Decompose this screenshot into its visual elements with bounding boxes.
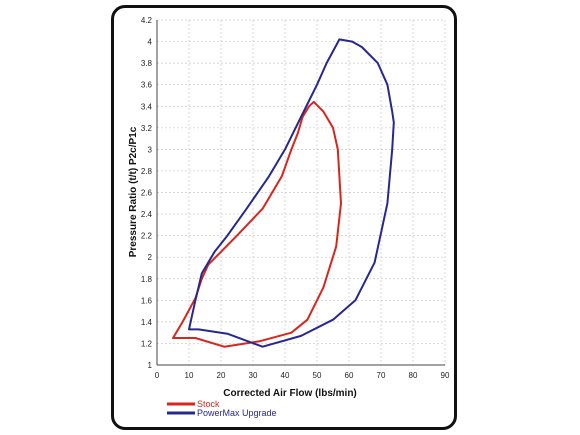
- grid: [156, 19, 446, 366]
- x-tick-label: 70: [377, 371, 386, 380]
- x-tick-label: 20: [217, 371, 226, 380]
- y-tick-label: 2: [148, 253, 153, 262]
- legend-label: PowerMax Upgrade: [197, 408, 277, 418]
- y-tick-label: 3: [148, 145, 153, 154]
- y-tick-label: 2.6: [141, 189, 153, 198]
- x-tick-label: 10: [185, 371, 194, 380]
- x-tick-label: 50: [313, 371, 322, 380]
- x-tick-label: 30: [249, 371, 258, 380]
- series-line-powermax-upgrade: [188, 38, 395, 348]
- y-tick-label: 3.6: [141, 81, 153, 90]
- y-tick-label: 3.2: [141, 124, 153, 133]
- y-axis-label: Pressure Ratio (t/t) P2c/P1c: [128, 126, 139, 257]
- y-tick-label: 1.6: [141, 296, 153, 305]
- y-tick-label: 1.4: [141, 318, 153, 327]
- y-tick-label: 1.8: [141, 275, 153, 284]
- series: [172, 38, 395, 348]
- x-tick-label: 40: [281, 371, 290, 380]
- legend-label: Stock: [197, 399, 220, 409]
- x-axis-label: Corrected Air Flow (lbs/min): [223, 388, 357, 399]
- y-tick-label: 4: [148, 38, 153, 47]
- y-tick-label: 3.8: [141, 59, 153, 68]
- y-tick-labels: 1 1.2 1.4 1.6 1.8 2 2.2 2.4 2.6 2.8 3 3.2 3.4 3.6 3.8 4…: [141, 16, 153, 370]
- x-tick-label: 90: [441, 371, 450, 380]
- axes: [156, 20, 445, 366]
- y-tick-label: 2.8: [141, 167, 153, 176]
- y-tick-label: 3.4: [141, 102, 153, 111]
- x-tick-label: 60: [345, 371, 354, 380]
- y-tick-label: 1.2: [141, 339, 153, 348]
- chart-card: [111, 5, 457, 430]
- y-tick-label: 4.2: [141, 16, 153, 25]
- x-tick-labels: 0 10 20 30 40 50 60 70 80 90: [155, 371, 450, 380]
- y-tick-label: 2.4: [141, 210, 153, 219]
- x-tick-label: 0: [155, 371, 160, 380]
- x-tick-label: 80: [409, 371, 418, 380]
- series-line-stock: [172, 100, 342, 348]
- y-tick-label: 1: [148, 361, 153, 370]
- y-tick-label: 2.2: [141, 232, 153, 241]
